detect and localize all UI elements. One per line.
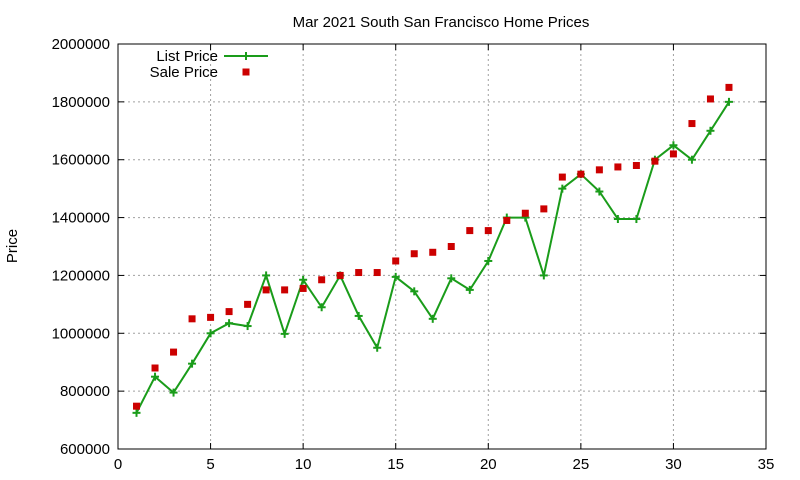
data-point	[262, 271, 271, 280]
x-tick-label: 35	[758, 456, 775, 473]
data-point	[484, 227, 492, 235]
legend-marker	[242, 52, 250, 60]
data-point	[133, 402, 141, 410]
data-point	[669, 141, 678, 150]
data-point	[132, 408, 141, 417]
legend-marker	[242, 68, 250, 76]
data-point	[244, 300, 252, 308]
data-point	[484, 256, 493, 265]
data-point	[614, 163, 622, 171]
data-point	[355, 269, 363, 277]
x-tick-label: 25	[573, 456, 590, 473]
data-point	[521, 209, 529, 217]
y-tick-label: 1400000	[52, 210, 110, 227]
legend-label: List Price	[156, 48, 218, 65]
data-point	[410, 287, 419, 296]
data-point	[410, 250, 418, 258]
data-point	[558, 173, 566, 181]
y-axis-label: Price	[4, 229, 21, 263]
data-point	[354, 311, 363, 320]
data-point	[207, 313, 215, 321]
y-tick-label: 800000	[60, 383, 110, 400]
data-point	[243, 322, 252, 331]
data-point	[299, 284, 307, 292]
plot-frame	[117, 43, 767, 450]
data-point	[281, 286, 289, 294]
data-point	[632, 162, 640, 169]
data-point	[595, 166, 603, 174]
data-point	[595, 187, 604, 196]
data-point	[558, 184, 567, 193]
data-point	[317, 303, 326, 312]
data-point	[262, 286, 270, 294]
x-tick-label: 0	[114, 456, 122, 473]
data-point	[669, 150, 677, 158]
data-point	[151, 364, 159, 372]
y-tick-label: 1800000	[52, 94, 110, 111]
data-point	[225, 308, 233, 316]
data-point	[373, 343, 382, 352]
series	[132, 83, 733, 417]
data-point	[188, 359, 197, 368]
data-point	[706, 126, 715, 135]
data-point	[299, 275, 308, 284]
data-point	[613, 215, 622, 224]
data-point	[725, 83, 733, 91]
data-point	[170, 348, 178, 356]
axes: 0 5 10 15 20 25 30 35 600000 800000 1000000 1200000…	[52, 36, 775, 473]
data-point	[392, 257, 400, 265]
data-point	[373, 269, 381, 277]
x-tick-label: 15	[387, 456, 404, 473]
data-point	[447, 243, 455, 250]
data-point	[540, 205, 548, 213]
y-tick-label: 2000000	[52, 36, 110, 53]
x-tick-label: 10	[295, 456, 312, 473]
chart-title: Mar 2021 South San Francisco Home Prices	[293, 14, 590, 31]
series-sale-price	[133, 83, 733, 410]
data-point	[280, 329, 289, 338]
data-point	[336, 271, 344, 279]
y-tick-label: 1200000	[52, 267, 110, 284]
data-point	[539, 271, 548, 280]
data-point	[706, 95, 714, 103]
data-point	[428, 314, 437, 323]
data-point	[169, 388, 178, 397]
legend-label: Sale Price	[150, 64, 218, 81]
data-point	[724, 97, 733, 106]
data-point	[188, 315, 196, 323]
data-point	[466, 227, 474, 235]
data-point	[465, 285, 474, 294]
data-point	[687, 155, 696, 164]
y-tick-label: 600000	[60, 441, 110, 458]
data-point	[225, 319, 234, 328]
x-tick-label: 5	[206, 456, 214, 473]
data-point	[206, 329, 215, 338]
grid	[118, 44, 766, 449]
data-point	[391, 272, 400, 281]
data-point	[429, 248, 437, 256]
data-point	[503, 216, 511, 224]
data-point	[151, 372, 160, 381]
y-tick-label: 1000000	[52, 325, 110, 342]
data-point	[651, 157, 659, 165]
data-point	[318, 276, 326, 284]
data-point	[688, 120, 696, 128]
x-tick-label: 20	[480, 456, 497, 473]
series-list-price	[132, 97, 733, 417]
data-point	[632, 215, 641, 224]
x-tick-label: 30	[665, 456, 682, 473]
series-line	[135, 101, 730, 414]
y-tick-label: 1600000	[52, 152, 110, 169]
data-point	[577, 170, 585, 178]
data-point	[447, 274, 456, 283]
